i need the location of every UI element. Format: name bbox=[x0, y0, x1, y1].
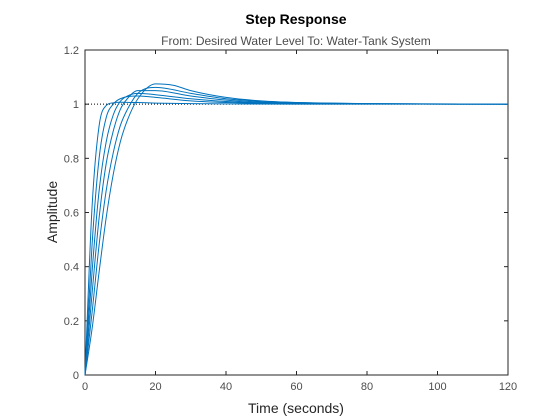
x-tick-label: 40 bbox=[220, 381, 232, 393]
plot-area bbox=[84, 49, 509, 376]
y-tick-label: 0.8 bbox=[64, 153, 79, 165]
y-tick-label: 1.2 bbox=[64, 45, 79, 57]
x-tick-label: 120 bbox=[499, 381, 517, 393]
y-tick-label: 0.2 bbox=[64, 316, 79, 328]
y-axis-label: Amplitude bbox=[44, 181, 60, 243]
chart-title: Step Response bbox=[245, 11, 346, 27]
step-response-line-4 bbox=[84, 90, 509, 376]
x-axis-label: Time (seconds) bbox=[248, 400, 344, 416]
x-tick-label: 100 bbox=[428, 381, 446, 393]
y-tick-label: 0 bbox=[73, 370, 79, 382]
y-tick-label: 0.4 bbox=[64, 262, 79, 274]
y-tick-label: 1 bbox=[73, 99, 79, 111]
x-tick-label: 80 bbox=[361, 381, 373, 393]
x-tick-label: 0 bbox=[82, 381, 88, 393]
x-tick-label: 60 bbox=[290, 381, 302, 393]
series-lines bbox=[84, 83, 509, 376]
y-tick-label: 0.6 bbox=[64, 208, 79, 220]
x-tick-label: 20 bbox=[149, 381, 161, 393]
axis-ticks: 0 20 40 60 80 100 120 0 0.2 0.4 0.6 0.8 1 1.2 bbox=[64, 45, 517, 393]
chart-subtitle: From: Desired Water Level To: Water-Tank… bbox=[161, 34, 431, 48]
step-response-line-6 bbox=[84, 83, 509, 376]
